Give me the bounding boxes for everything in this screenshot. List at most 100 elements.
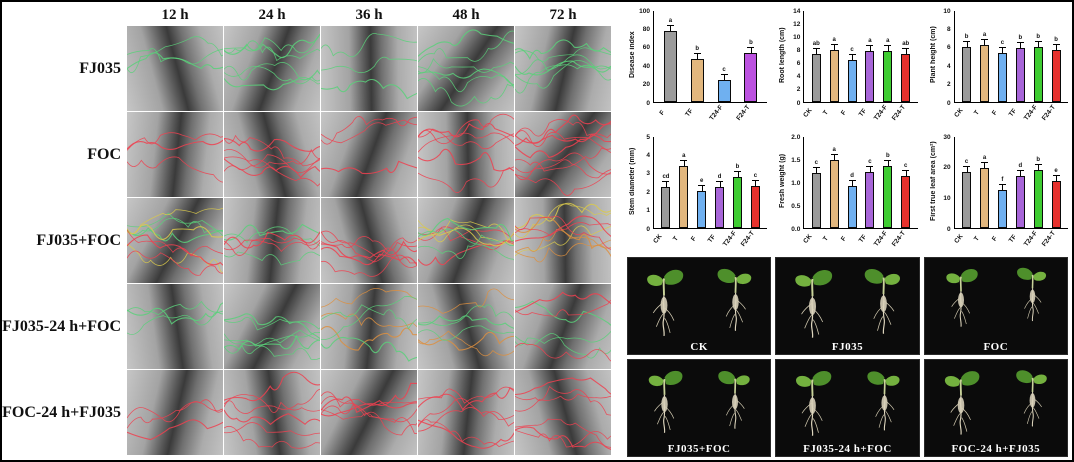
y-tick-label: 1: [646, 207, 650, 215]
y-tick-label: 10: [793, 33, 801, 41]
bar-F: [663, 30, 677, 102]
significance-letter: e: [1054, 168, 1058, 175]
seedling-illustration: [1016, 370, 1047, 427]
y-axis-ticks: 0 1 2 3 4 5: [638, 133, 653, 232]
bar-TF: [690, 58, 704, 102]
x-tick-label: F24-T: [735, 103, 752, 122]
error-bar: [998, 46, 1006, 53]
bar-group: a: [861, 11, 879, 102]
micrograph-cell: [321, 370, 417, 455]
seedling-illustration: [946, 269, 978, 327]
bar-F24-T: [1051, 50, 1061, 102]
plot-area: a b c b: [653, 11, 768, 103]
treatment-row-label: FOC: [87, 145, 121, 163]
colonization-micrograph-panel: 12 h 24 h 36 h 48 h 72 h FJ035 FOC FJ035+FOC FJ0…: [2, 5, 611, 457]
bar-F24-T: [1051, 181, 1061, 228]
bar-T: [679, 166, 689, 228]
micrograph-cell: [127, 112, 223, 197]
y-tick-label: 1.5: [791, 156, 801, 164]
plot-area: b a c b b b: [953, 11, 1068, 103]
error-bar: [716, 180, 724, 187]
y-tick-label: 80: [642, 25, 650, 33]
bar-F24-T: [901, 54, 911, 102]
y-tick-label: 1.0: [791, 179, 801, 187]
fluorescence-hyphae-overlay: [418, 386, 514, 449]
photo-panel-fj035-foc: FJ035+FOC: [627, 359, 772, 457]
bar-CK: [811, 53, 821, 102]
error-bar: [830, 153, 838, 160]
fluorescence-hyphae-overlay: [515, 202, 611, 263]
significance-letter: d: [717, 173, 722, 180]
time-header: 72 h: [549, 7, 577, 23]
treatment-row-label: FOC-24 h+FJ035: [2, 403, 121, 421]
bar-TF: [865, 51, 875, 102]
error-bar: [866, 45, 874, 52]
seedling-illustration: [866, 371, 900, 431]
fluorescence-hyphae-overlay: [515, 377, 611, 450]
x-axis-labels: CK T F TF T24-F F24-T: [803, 103, 917, 129]
y-tick-label: 3: [646, 170, 650, 178]
y-tick-label: 6: [796, 60, 801, 68]
error-bar: [720, 74, 728, 80]
bar-group: a: [976, 11, 994, 102]
fluorescence-hyphae-overlay: [321, 230, 417, 277]
y-axis-ticks: 0.0 0.5 1.0 1.5 2.0: [788, 134, 803, 232]
photo-label: FOC-24 h+FJ035: [951, 443, 1041, 455]
y-tick-label: 2: [646, 188, 650, 196]
micrograph-cell: [321, 26, 417, 111]
error-bar: [1016, 42, 1024, 49]
seedling-illustration: [647, 269, 684, 337]
error-bar: [1034, 163, 1042, 170]
error-bar: [747, 46, 755, 53]
error-bar: [666, 24, 674, 31]
bar-group: cd: [657, 137, 675, 228]
photo-label: FJ035: [831, 341, 864, 353]
error-bar: [848, 180, 856, 187]
fluorescence-hyphae-overlay: [515, 39, 611, 94]
bar-group: b: [1011, 11, 1029, 102]
seedling-pair: [925, 258, 1067, 354]
significance-letter: b: [1036, 34, 1040, 41]
seedling-illustration: [1016, 267, 1046, 322]
bar-group: b: [958, 11, 976, 102]
bar-TF: [1015, 48, 1025, 102]
error-bar: [698, 185, 706, 191]
y-tick-label: 0: [646, 99, 650, 107]
error-bar: [734, 171, 741, 177]
y-tick-label: 5: [646, 133, 650, 141]
error-bar: [884, 44, 892, 51]
fluorescence-hyphae-overlay: [418, 288, 514, 357]
seedling-pair: [776, 360, 918, 456]
seedling-pair: [776, 258, 918, 354]
x-axis-labels: F TF T24-F F24-T: [653, 103, 767, 129]
photo-label: CK: [690, 341, 708, 353]
y-tick-label: 0: [646, 225, 650, 233]
significance-letter: a: [832, 146, 836, 153]
bar-group: b: [684, 11, 711, 102]
grid-corner-spacer: [2, 5, 126, 25]
significance-letter: b: [749, 39, 753, 46]
bar-chart-fresh-weight-g-: Fresh weight (g) 0.0 0.5 1.0 1.5 2.0 c a d c b c CK T…: [777, 133, 918, 255]
bar-TF: [865, 172, 875, 228]
significance-letter: a: [682, 153, 686, 160]
plot-area: ab a c a a ab: [803, 11, 918, 103]
micrograph-cell: [321, 198, 417, 283]
error-bar: [830, 43, 838, 50]
bar-group: d: [1011, 137, 1029, 228]
x-axis-labels: CK T F TF T24-F F24-T: [803, 229, 917, 255]
y-tick-label: 60: [642, 44, 650, 52]
treatment-row-label: FJ035: [79, 59, 121, 77]
bar-group: b: [1047, 11, 1065, 102]
right-column: Disease index 0 20 40 60 80 100 a b c b F TF T24-F F24…: [627, 5, 1068, 457]
micrograph-cell: [515, 198, 611, 283]
fluorescence-hyphae-overlay: [515, 114, 611, 196]
significance-letter: c: [814, 160, 818, 166]
bar-F: [997, 52, 1007, 102]
bar-T: [829, 49, 839, 102]
micrograph-cell: [418, 370, 514, 455]
bar-TF: [1015, 175, 1025, 228]
seedling-illustration: [796, 370, 832, 436]
y-tick-label: 30: [943, 133, 951, 141]
bar-group: a: [879, 11, 897, 102]
photo-panel-fj035-24-h-foc: FJ035-24 h+FOC: [775, 359, 920, 457]
